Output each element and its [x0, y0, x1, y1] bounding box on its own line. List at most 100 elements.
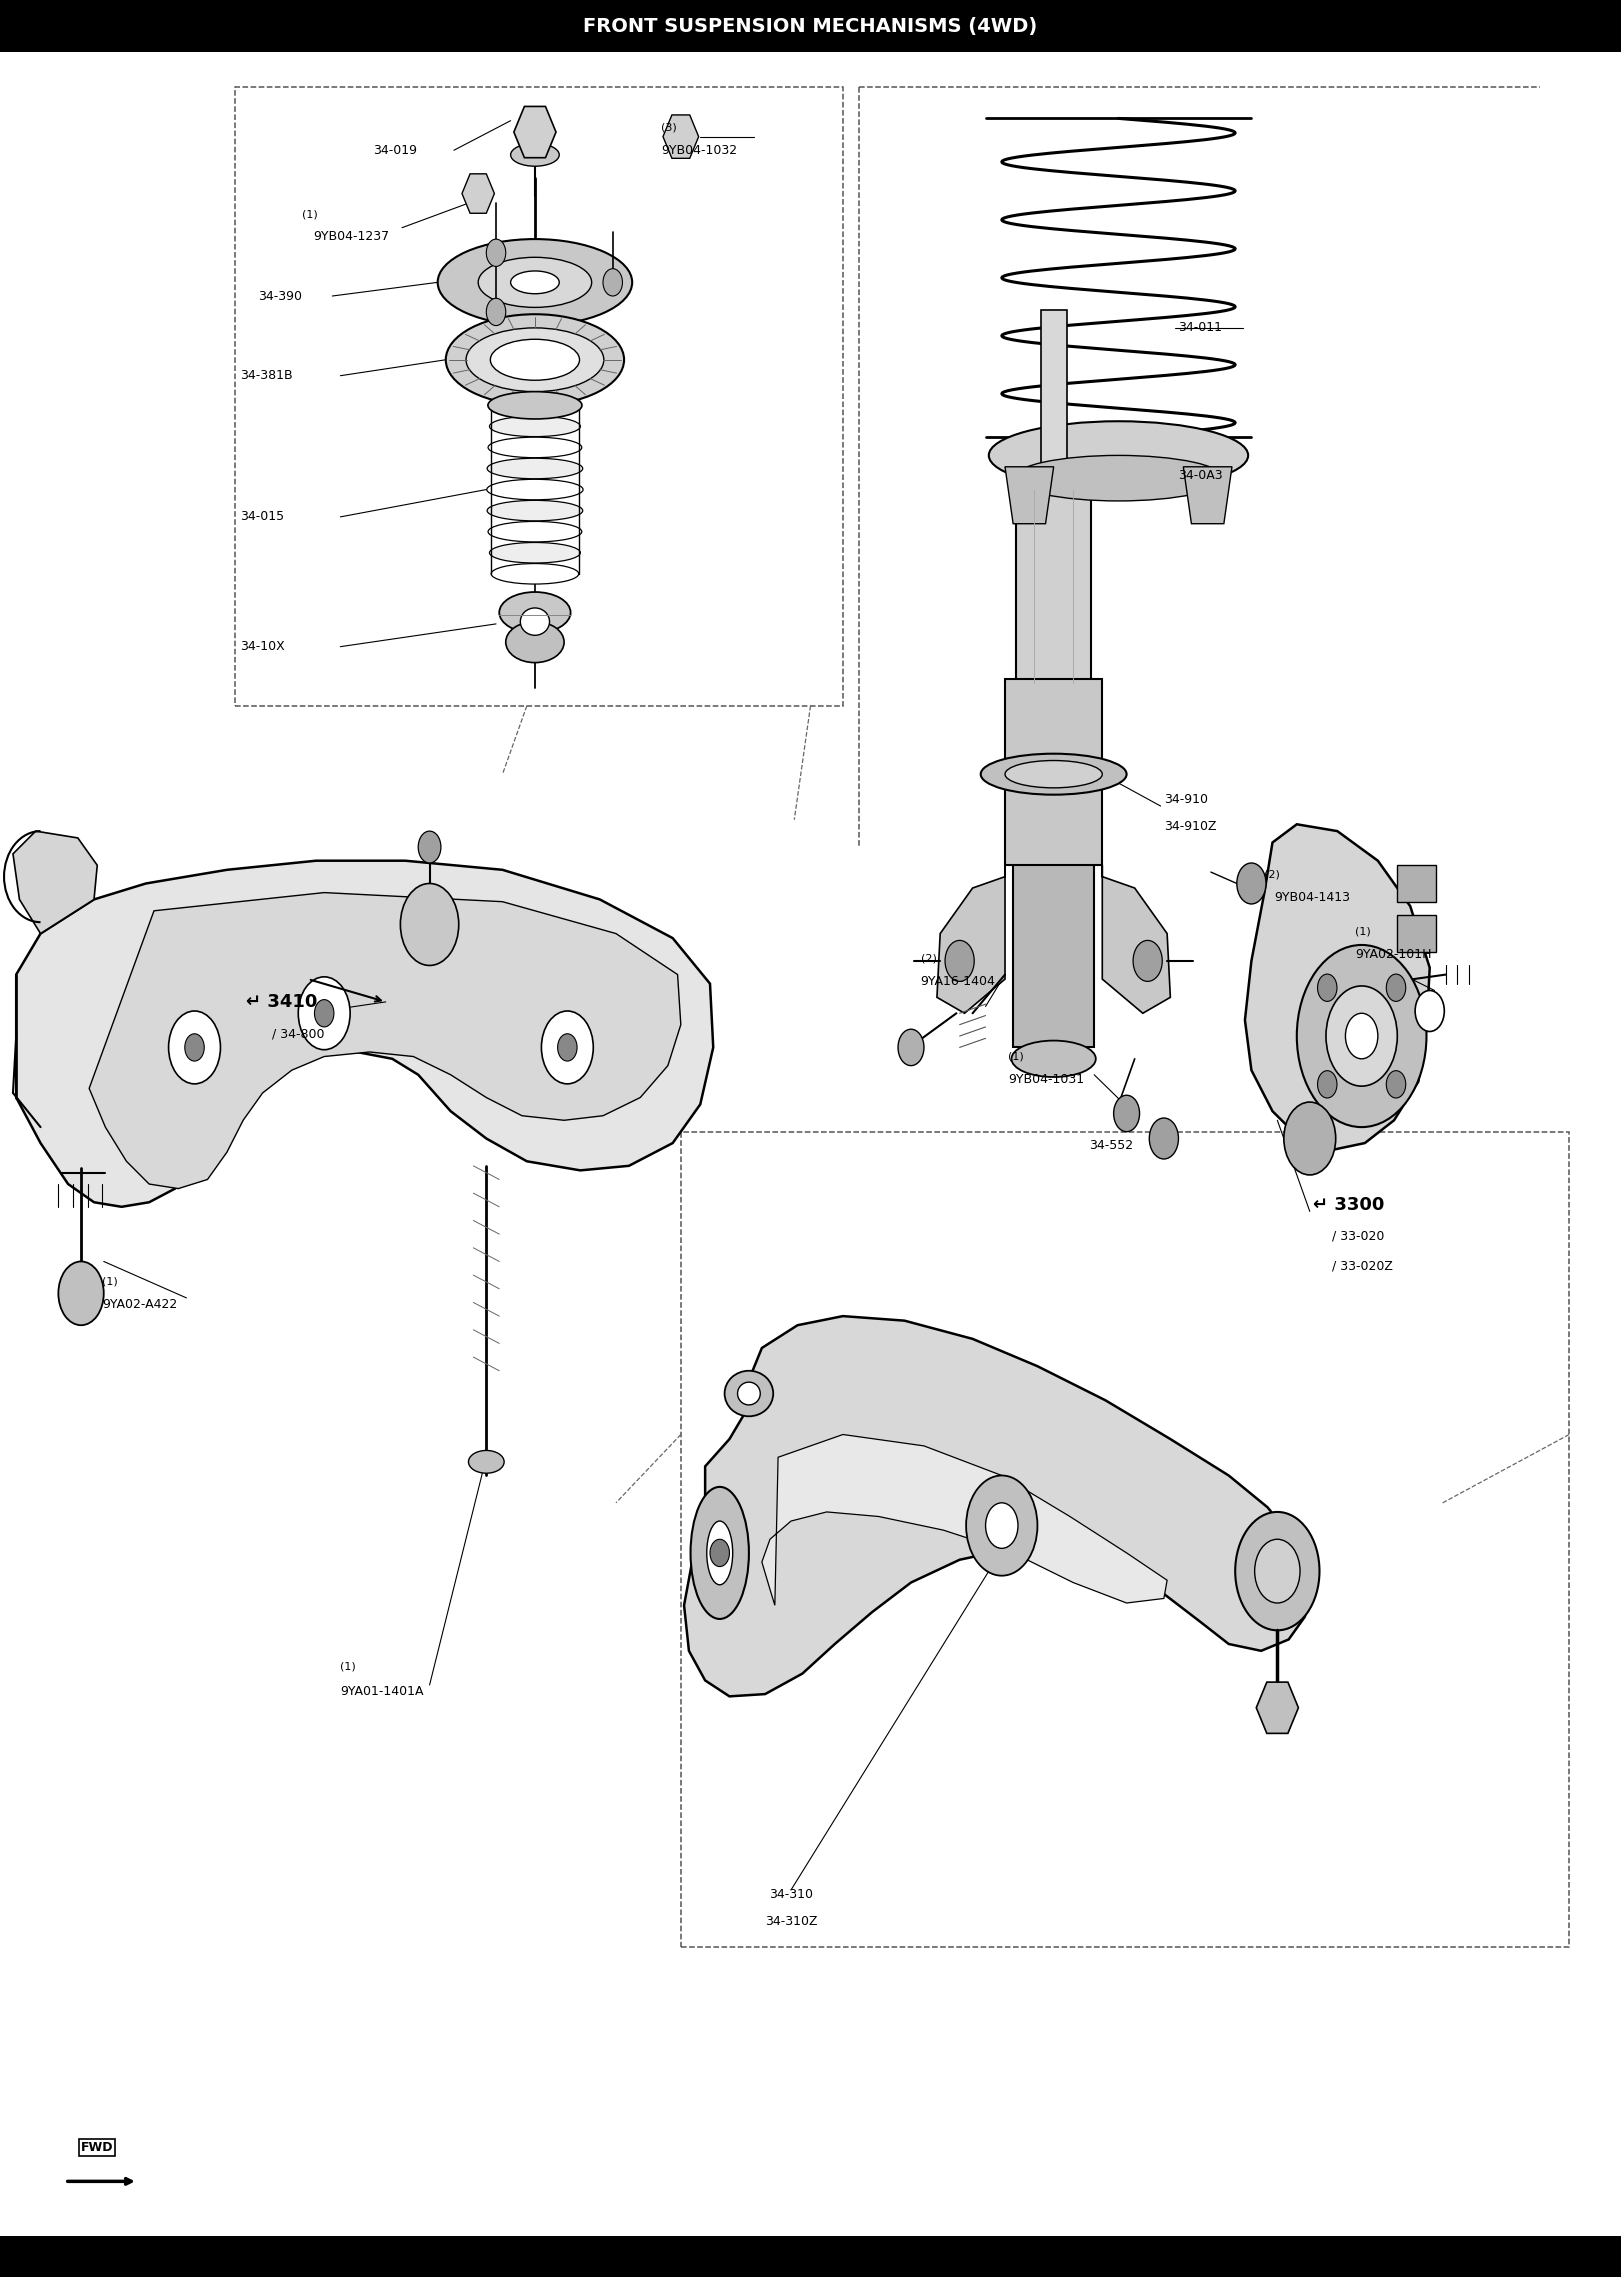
Circle shape — [1284, 1102, 1336, 1175]
Text: 34-019: 34-019 — [373, 143, 417, 157]
Circle shape — [558, 1034, 577, 1061]
Circle shape — [185, 1034, 204, 1061]
Ellipse shape — [488, 521, 582, 542]
Circle shape — [1326, 986, 1397, 1086]
Circle shape — [1255, 1539, 1300, 1603]
Bar — [0, 0, 1621, 52]
Circle shape — [986, 1503, 1018, 1548]
Circle shape — [400, 883, 459, 965]
Circle shape — [898, 1029, 924, 1066]
Circle shape — [314, 1000, 334, 1027]
Text: 9YB04-1031: 9YB04-1031 — [1008, 1072, 1084, 1086]
Polygon shape — [16, 861, 713, 1207]
Circle shape — [418, 831, 441, 863]
Polygon shape — [89, 893, 681, 1189]
Bar — [1041, 310, 1067, 492]
Ellipse shape — [738, 1382, 760, 1405]
Circle shape — [486, 239, 506, 266]
Text: 34-10X: 34-10X — [240, 640, 285, 653]
Ellipse shape — [499, 592, 571, 633]
Text: 34-390: 34-390 — [258, 289, 302, 303]
Ellipse shape — [446, 314, 624, 405]
Circle shape — [58, 1261, 104, 1325]
Ellipse shape — [486, 480, 584, 501]
Circle shape — [486, 298, 506, 326]
Text: 34-552: 34-552 — [1089, 1138, 1133, 1152]
Ellipse shape — [488, 392, 582, 419]
Ellipse shape — [490, 417, 580, 437]
Text: / 33-020: / 33-020 — [1332, 1230, 1384, 1243]
Ellipse shape — [506, 622, 564, 663]
Text: FRONT SUSPENSION MECHANISMS (4WD): FRONT SUSPENSION MECHANISMS (4WD) — [584, 16, 1037, 36]
Text: 9YA02-101H: 9YA02-101H — [1355, 947, 1431, 961]
Text: 9YB04-1413: 9YB04-1413 — [1274, 890, 1350, 904]
Ellipse shape — [491, 562, 579, 583]
Bar — [1397, 915, 1436, 952]
Ellipse shape — [1013, 455, 1224, 501]
Ellipse shape — [725, 1371, 773, 1416]
Ellipse shape — [490, 542, 580, 562]
Text: 34-910Z: 34-910Z — [1164, 820, 1216, 833]
Bar — [681, 1132, 1569, 1947]
Text: (3): (3) — [661, 123, 678, 132]
Text: 9YB04-1237: 9YB04-1237 — [313, 230, 389, 244]
Polygon shape — [684, 1316, 1310, 1696]
Circle shape — [541, 1011, 593, 1084]
Circle shape — [1318, 975, 1337, 1002]
Ellipse shape — [488, 501, 582, 521]
Text: ↵ 3300: ↵ 3300 — [1313, 1195, 1384, 1214]
Circle shape — [710, 1539, 729, 1567]
Circle shape — [945, 940, 974, 981]
Bar — [0, 2236, 1621, 2277]
Ellipse shape — [468, 1450, 504, 1473]
Bar — [1013, 861, 1094, 1047]
Text: 34-310: 34-310 — [768, 1888, 814, 1901]
Ellipse shape — [520, 608, 550, 635]
Text: ↵ 3410: ↵ 3410 — [246, 993, 318, 1011]
Circle shape — [1386, 975, 1405, 1002]
Text: 9YA01-1401A: 9YA01-1401A — [340, 1685, 425, 1699]
Polygon shape — [1183, 467, 1232, 524]
Circle shape — [1235, 1512, 1319, 1630]
Circle shape — [1386, 1070, 1405, 1098]
Text: (1): (1) — [302, 209, 318, 219]
Text: (1): (1) — [340, 1662, 357, 1671]
Text: (1): (1) — [1008, 1052, 1024, 1061]
Circle shape — [169, 1011, 220, 1084]
Ellipse shape — [488, 437, 582, 458]
Circle shape — [1149, 1118, 1178, 1159]
Circle shape — [1318, 1070, 1337, 1098]
Ellipse shape — [491, 396, 579, 414]
Text: 34-011: 34-011 — [1178, 321, 1222, 335]
Polygon shape — [13, 831, 97, 934]
Ellipse shape — [981, 754, 1127, 795]
Ellipse shape — [438, 239, 632, 326]
Bar — [235, 87, 843, 706]
Text: 34-0A3: 34-0A3 — [1178, 469, 1224, 483]
Text: 34-310Z: 34-310Z — [765, 1915, 817, 1929]
Circle shape — [298, 977, 350, 1050]
Text: / 34-800: / 34-800 — [272, 1027, 324, 1041]
Circle shape — [1415, 990, 1444, 1031]
Polygon shape — [1102, 865, 1170, 1013]
Text: 34-381B: 34-381B — [240, 369, 292, 383]
Ellipse shape — [989, 421, 1248, 490]
Circle shape — [1297, 945, 1426, 1127]
Polygon shape — [937, 865, 1005, 1013]
Ellipse shape — [511, 271, 559, 294]
Ellipse shape — [488, 458, 582, 478]
Ellipse shape — [707, 1521, 733, 1585]
Bar — [1016, 490, 1091, 683]
Circle shape — [1114, 1095, 1140, 1132]
Ellipse shape — [691, 1487, 749, 1619]
Ellipse shape — [511, 143, 559, 166]
Circle shape — [1237, 863, 1266, 904]
Text: 9YB04-1032: 9YB04-1032 — [661, 143, 738, 157]
Text: 9YA02-A422: 9YA02-A422 — [102, 1298, 177, 1312]
Circle shape — [966, 1475, 1037, 1576]
Text: 34-910: 34-910 — [1164, 792, 1208, 806]
Circle shape — [1133, 940, 1162, 981]
Polygon shape — [762, 1435, 1167, 1605]
Circle shape — [603, 269, 622, 296]
Ellipse shape — [1005, 761, 1102, 788]
